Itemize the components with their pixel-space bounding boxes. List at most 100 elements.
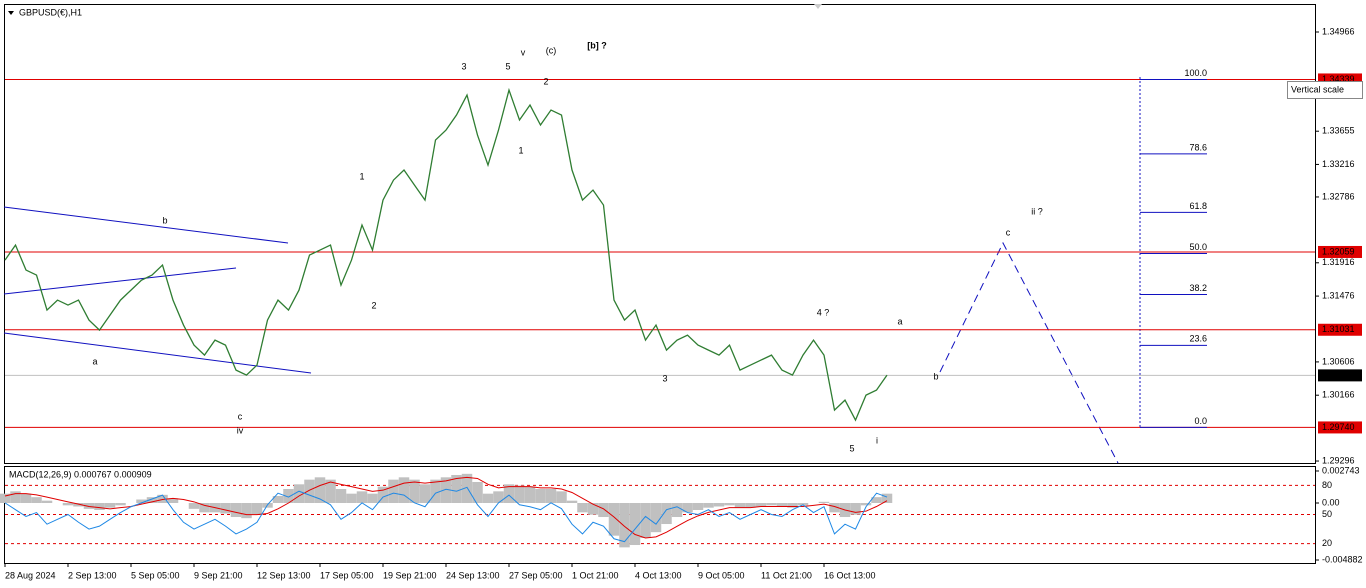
macd-bar xyxy=(388,479,399,504)
main-panel xyxy=(4,4,1316,464)
macd-bar xyxy=(787,503,798,508)
macd-bar xyxy=(640,503,651,539)
macd-bar xyxy=(104,503,116,508)
macd-bar xyxy=(440,477,452,504)
y-tick-label: 0.002743 xyxy=(1322,465,1360,475)
y-tick-label: 1.32786 xyxy=(1322,191,1355,201)
x-tick-label: 4 Oct 13:00 xyxy=(635,570,682,580)
wave-label: iv xyxy=(237,425,244,435)
trend-line xyxy=(3,332,312,374)
wave-label: a xyxy=(897,316,902,326)
y-tick-label: 1.30606 xyxy=(1322,356,1355,366)
macd-bar xyxy=(167,498,179,504)
indicator-line xyxy=(4,486,888,543)
macd-bar xyxy=(535,488,546,504)
macd-bar xyxy=(199,503,210,513)
fib-label: 50.0 xyxy=(1189,242,1207,252)
wave-label: i xyxy=(876,435,878,445)
wave-label: 5 xyxy=(505,61,510,71)
wave-label: 2 xyxy=(543,76,548,86)
fib-label: 61.8 xyxy=(1189,201,1207,211)
level-label: 1.34339 xyxy=(1322,74,1355,84)
macd-bar xyxy=(493,491,504,504)
wave-label: ii ? xyxy=(1031,206,1043,216)
macd-bar xyxy=(724,503,735,506)
macd-bar xyxy=(776,503,788,507)
macd-bar xyxy=(283,488,294,504)
wave-label: [b] ? xyxy=(587,40,607,50)
macd-bar xyxy=(587,503,599,515)
y-tick-label: 1.31476 xyxy=(1322,290,1355,300)
macd-bar xyxy=(682,503,693,513)
macd-bar xyxy=(745,503,756,508)
macd-bar xyxy=(293,484,305,504)
macd-bar xyxy=(241,503,252,519)
x-tick-label: 28 Aug 2024 xyxy=(5,570,56,580)
macd-bar xyxy=(755,503,767,507)
y2-tick-label: 50 xyxy=(1322,509,1332,519)
macd-bar xyxy=(629,503,641,546)
macd-bar xyxy=(545,488,557,504)
macd-bar xyxy=(619,503,630,548)
macd-bar xyxy=(661,503,672,525)
y-tick-label: 1.34966 xyxy=(1322,26,1355,36)
y-tick-label: -0.004882 xyxy=(1322,554,1363,564)
level-label: 1.30428 xyxy=(1322,370,1355,380)
macd-bar xyxy=(430,479,441,504)
macd-bar xyxy=(671,503,683,518)
macd-bar xyxy=(482,493,494,504)
macd-bar xyxy=(304,479,315,504)
level-tag xyxy=(1318,369,1362,382)
wave-label: 4 ? xyxy=(817,307,830,317)
y2-tick-label: 80 xyxy=(1322,480,1332,490)
macd-bar xyxy=(398,477,410,504)
y-tick-label: 0.00 xyxy=(1322,497,1340,507)
macd-bar xyxy=(409,479,420,504)
tooltip: Vertical scale xyxy=(1291,84,1344,94)
macd-bar xyxy=(577,503,588,513)
macd-bar xyxy=(881,493,893,504)
macd-bar xyxy=(272,495,284,504)
x-tick-label: 24 Sep 13:00 xyxy=(446,570,500,580)
wave-label: b xyxy=(933,371,938,381)
macd-bar xyxy=(734,503,746,508)
x-tick-label: 16 Oct 13:00 xyxy=(824,570,876,580)
macd-bar xyxy=(818,501,830,504)
macd-bar xyxy=(73,503,84,507)
macd-bar xyxy=(41,500,53,504)
wave-label: 3 xyxy=(461,61,466,71)
indicator-line xyxy=(4,476,888,539)
macd-bar xyxy=(136,499,147,504)
macd-bar xyxy=(188,503,200,509)
macd-bar xyxy=(335,488,347,504)
level-tag xyxy=(1318,323,1362,336)
macd-bar xyxy=(146,497,158,504)
wave-label: 2 xyxy=(371,300,376,310)
macd-bar xyxy=(251,503,263,515)
projection-path xyxy=(939,241,1119,464)
y-tick-label: 1.30166 xyxy=(1322,390,1355,400)
wave-label: v xyxy=(521,47,526,57)
macd-title: MACD(12,26,9) 0.000767 0.000909 xyxy=(9,469,152,479)
macd-bar xyxy=(797,503,809,506)
macd-bar xyxy=(346,493,357,504)
macd-bar xyxy=(230,503,242,518)
menu-arrow[interactable] xyxy=(8,11,14,15)
trend-line xyxy=(3,206,289,244)
y-tick-label: 1.31916 xyxy=(1322,257,1355,267)
fib-label: 100.0 xyxy=(1184,68,1207,78)
macd-bar xyxy=(524,486,536,504)
macd-bar xyxy=(10,491,21,504)
wave-label: a xyxy=(92,356,97,366)
macd-bar xyxy=(514,485,525,504)
wave-label: 1 xyxy=(359,171,364,181)
y2-tick-label: 20 xyxy=(1322,538,1332,548)
macd-panel xyxy=(4,466,1316,564)
x-tick-label: 9 Sep 21:00 xyxy=(194,570,243,580)
macd-bar xyxy=(62,503,74,506)
macd-bar xyxy=(860,503,872,506)
level-tag xyxy=(1318,245,1362,258)
